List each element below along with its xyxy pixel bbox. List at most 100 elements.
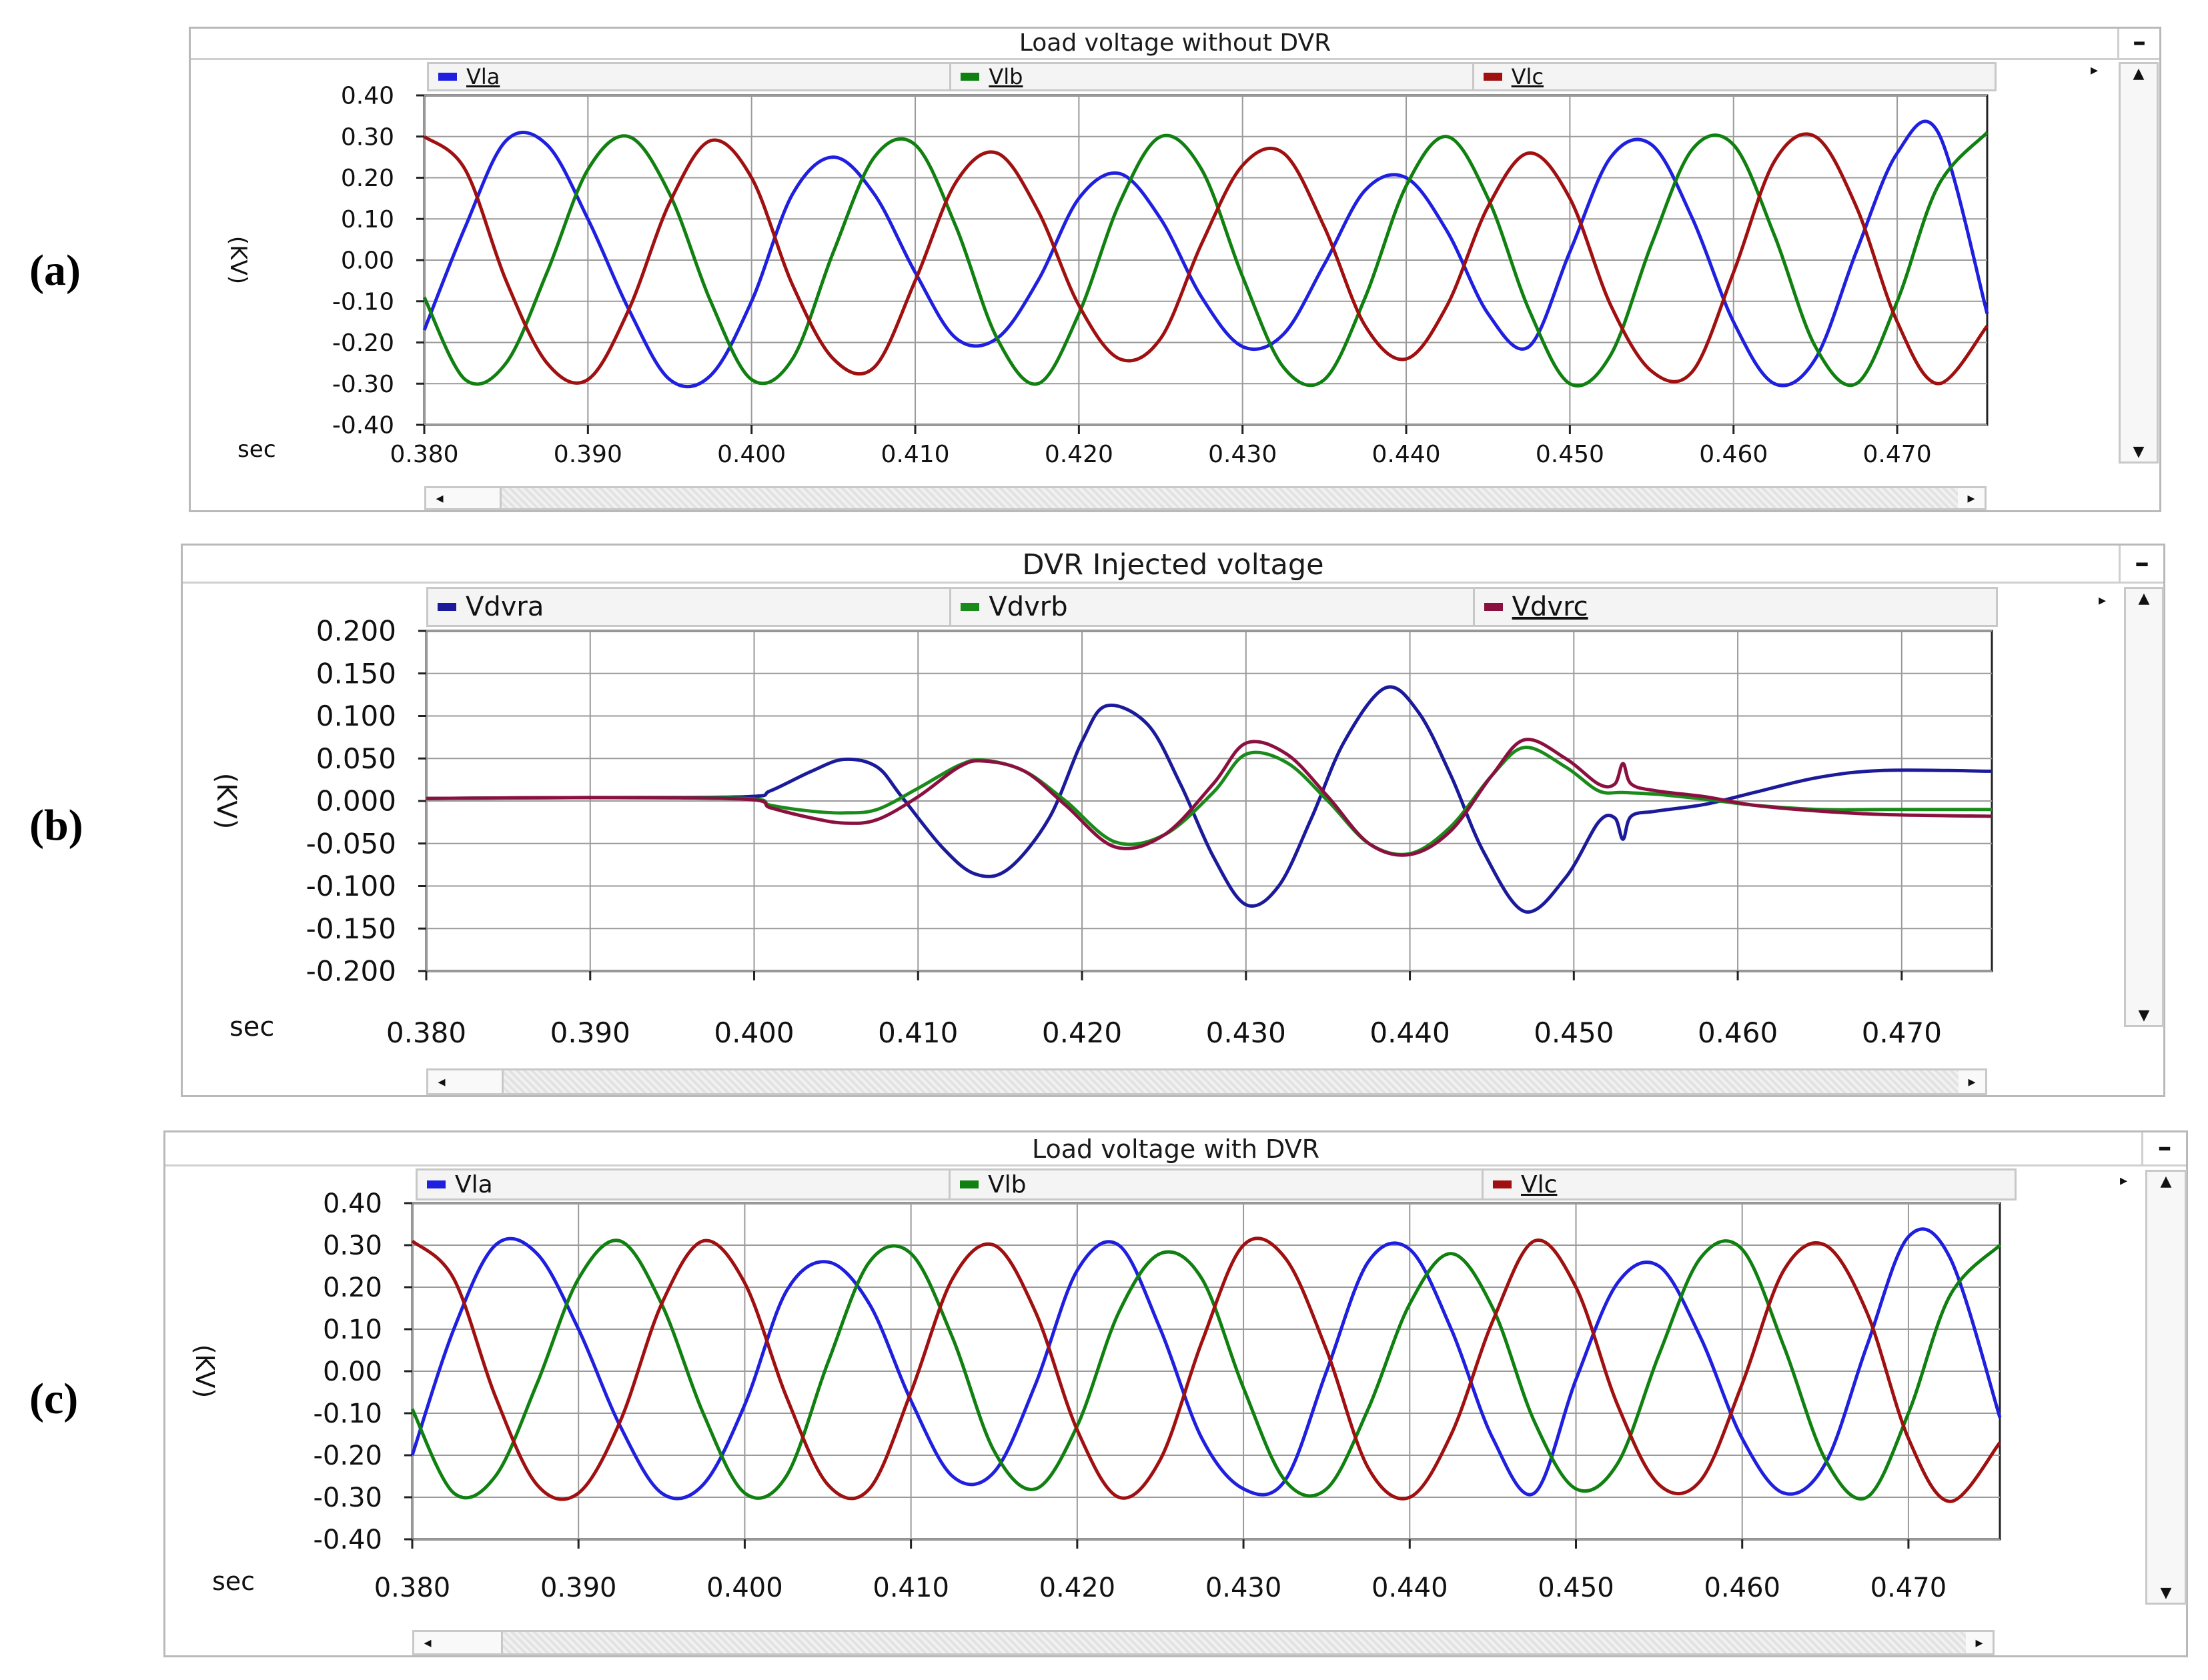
x-tick-label: 0.460: [1704, 1573, 1780, 1603]
chart-panel-b: DVR Injected voltage – Vdvra Vdvrb Vdvrc…: [181, 544, 2165, 1097]
x-tick-label: 0.460: [1698, 1016, 1778, 1049]
legend-item-vla[interactable]: Vla: [418, 1170, 951, 1198]
chart-title: DVR Injected voltage: [183, 546, 2163, 584]
y-tick-label: 0.100: [316, 700, 396, 732]
x-tick-label: 0.380: [390, 441, 458, 468]
series-line-vlc: [423, 132, 1989, 385]
y-axis-label: (KV): [225, 236, 251, 284]
legend-label: Vlc: [1521, 1170, 1558, 1198]
x-tick-label: 0.450: [1538, 1573, 1614, 1603]
legend-label: Vdvrc: [1512, 592, 1588, 622]
y-tick-label: -0.150: [306, 912, 396, 945]
y-axis-label: (KV): [211, 773, 241, 830]
scroll-thumb[interactable]: [455, 1070, 504, 1093]
scroll-right-icon[interactable]: ▸: [1959, 1070, 1985, 1093]
legend-item-vdvra[interactable]: Vdvra: [428, 589, 952, 625]
series-line-vdvrc: [426, 738, 1993, 857]
series-line-vla: [410, 1227, 2002, 1501]
legend-item-vdvrc[interactable]: Vdvrc: [1475, 589, 1996, 625]
y-tick-label: -0.40: [314, 1525, 383, 1555]
chart-plot-a: 0.40 0.30 0.20 0.10 0.00 -0.10 -0.20 -0.30 -0.40…: [225, 83, 1989, 468]
x-tick-label: 0.450: [1534, 1016, 1614, 1049]
scroll-down-icon[interactable]: ▼: [2160, 1585, 2172, 1601]
y-tick-label: -0.200: [306, 955, 396, 988]
x-tick-label: 0.420: [1045, 441, 1113, 468]
y-tick-label: 0.20: [341, 165, 394, 192]
x-tick-label: 0.390: [550, 1016, 630, 1049]
chart-panel-a: Load voltage without DVR – Vla Vlb Vlc ▸…: [189, 27, 2161, 512]
x-tick-label: 0.410: [881, 441, 949, 468]
scroll-up-icon[interactable]: ▲: [2138, 590, 2150, 607]
x-tick-label: 0.430: [1208, 441, 1277, 468]
legend-label: Vla: [466, 64, 500, 89]
minimize-button[interactable]: –: [2117, 29, 2159, 58]
vertical-scrollbar[interactable]: ▲ ▼: [2124, 587, 2164, 1027]
legend-scroll-arrow-icon[interactable]: ▸: [2091, 62, 2099, 79]
x-tick-label: 0.430: [1206, 1016, 1286, 1049]
scroll-down-icon[interactable]: ▼: [2138, 1007, 2150, 1024]
legend-label: Vdvrb: [989, 592, 1068, 622]
y-tick-label: 0.40: [341, 83, 394, 110]
scroll-right-icon[interactable]: ▸: [1966, 1632, 1993, 1653]
y-tick-label: 0.10: [341, 206, 394, 233]
legend-scroll-arrow-icon[interactable]: ▸: [2099, 592, 2107, 609]
legend-item-vlb[interactable]: Vlb: [951, 64, 1474, 89]
legend-scroll-arrow-icon[interactable]: ▸: [2120, 1172, 2128, 1189]
chart-title: Load voltage with DVR: [165, 1132, 2186, 1166]
x-tick-label: 0.420: [1042, 1016, 1122, 1049]
series-line-vdvrb: [426, 746, 1992, 856]
chart-panel-c: Load voltage with DVR – Vla Vlb Vlc ▸ ▲ …: [163, 1130, 2188, 1657]
x-tick-label: 0.450: [1536, 441, 1604, 468]
horizontal-scrollbar[interactable]: ◂ ▸: [426, 1068, 1987, 1095]
y-tick-label: 0.150: [316, 657, 396, 690]
y-tick-label: -0.10: [314, 1399, 383, 1429]
legend-label: Vlb: [988, 1170, 1027, 1198]
legend-swatch: [1493, 1180, 1512, 1188]
legend-swatch: [960, 1180, 979, 1188]
x-tick-label: 0.410: [873, 1573, 949, 1603]
vertical-scrollbar[interactable]: ▲ ▼: [2119, 62, 2159, 464]
scroll-thumb[interactable]: [453, 488, 502, 508]
legend-item-vlb[interactable]: Vlb: [951, 1170, 1484, 1198]
x-axis-label: sec: [237, 436, 276, 463]
scroll-left-icon[interactable]: ◂: [414, 1632, 441, 1653]
scroll-up-icon[interactable]: ▲: [2133, 65, 2145, 82]
scroll-left-icon[interactable]: ◂: [428, 1070, 455, 1093]
x-tick-label: 0.390: [554, 441, 622, 468]
legend-item-vdvrb[interactable]: Vdvrb: [951, 589, 1475, 625]
x-tick-label: 0.400: [706, 1573, 783, 1603]
vertical-scrollbar[interactable]: ▲ ▼: [2145, 1170, 2187, 1605]
y-tick-label: -0.40: [332, 412, 394, 440]
minimize-button[interactable]: –: [2141, 1132, 2186, 1164]
x-tick-label: 0.460: [1699, 441, 1768, 468]
legend-swatch: [1484, 603, 1503, 611]
scroll-up-icon[interactable]: ▲: [2160, 1173, 2172, 1190]
scroll-down-icon[interactable]: ▼: [2133, 444, 2145, 460]
y-tick-label: -0.10: [332, 288, 394, 315]
panel-label-b: (b): [29, 801, 83, 850]
y-tick-label: -0.100: [306, 870, 396, 902]
legend-swatch: [961, 603, 980, 611]
horizontal-scrollbar[interactable]: ◂ ▸: [424, 486, 1987, 510]
legend-item-vla[interactable]: Vla: [429, 64, 952, 89]
scroll-right-icon[interactable]: ▸: [1958, 488, 1985, 508]
y-tick-label: -0.30: [314, 1483, 383, 1513]
series-line-vdvra: [426, 685, 1993, 914]
x-tick-label: 0.400: [717, 441, 786, 468]
series-line-vlc: [411, 1236, 2001, 1503]
legend-item-vlc[interactable]: Vlc: [1474, 64, 1995, 89]
x-tick-label: 0.440: [1371, 1573, 1448, 1603]
minimize-button[interactable]: –: [2119, 546, 2163, 582]
x-tick-label: 0.420: [1039, 1573, 1116, 1603]
scroll-left-icon[interactable]: ◂: [426, 488, 453, 508]
x-tick-label: 0.380: [386, 1016, 466, 1049]
legend-label: Vlb: [989, 64, 1023, 89]
y-tick-label: -0.30: [332, 371, 394, 398]
horizontal-scrollbar[interactable]: ◂ ▸: [412, 1630, 1995, 1655]
x-tick-label: 0.380: [374, 1573, 451, 1603]
scroll-thumb[interactable]: [441, 1632, 503, 1653]
legend-item-vlc[interactable]: Vlc: [1484, 1170, 2015, 1198]
x-axis-label: sec: [212, 1567, 255, 1596]
legend: Vla Vlb Vlc: [416, 1168, 2017, 1200]
y-axis-label: (KV): [190, 1345, 219, 1399]
